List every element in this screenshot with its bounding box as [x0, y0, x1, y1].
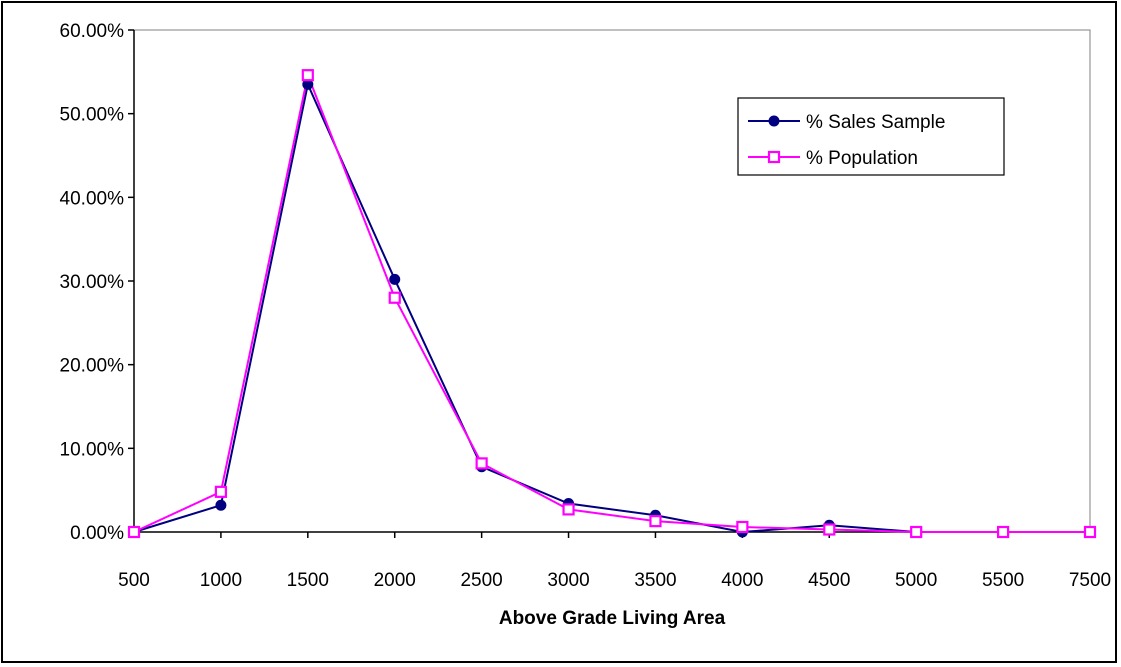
legend: % Sales Sample % Population — [737, 97, 1005, 176]
data-point-population — [910, 525, 923, 539]
x-tick-label: 3000 — [547, 570, 589, 591]
x-tick-label: 7500 — [1069, 570, 1111, 591]
x-tick-label: 5500 — [982, 570, 1024, 591]
legend-marker-population — [767, 150, 781, 164]
x-tick-label: 3500 — [634, 570, 676, 591]
x-tick-label: 500 — [118, 570, 150, 591]
x-tick-label: 1000 — [200, 570, 242, 591]
legend-box — [737, 97, 1005, 176]
data-point-population — [649, 515, 662, 528]
data-point-population — [562, 503, 575, 516]
y-tick-label: 40.00% — [60, 188, 125, 209]
y-tick-label: 10.00% — [60, 439, 125, 460]
legend-label-sales: % Sales Sample — [806, 112, 945, 133]
x-tick-label: 2500 — [460, 570, 502, 591]
data-point-sales-sample — [389, 273, 401, 285]
legend-marker-sales — [768, 115, 780, 127]
data-point-population — [1083, 525, 1097, 539]
x-tick-label: 4500 — [808, 570, 850, 591]
data-point-population — [301, 69, 314, 82]
data-point-population — [214, 485, 228, 498]
y-tick-label: 0.00% — [70, 523, 124, 544]
data-point-population — [736, 520, 749, 534]
data-point-population — [823, 523, 836, 536]
y-tick-label: 20.00% — [60, 356, 125, 377]
y-tick-label: 60.00% — [60, 21, 125, 42]
x-tick-label: 5000 — [895, 570, 937, 591]
y-tick-label: 30.00% — [60, 272, 125, 293]
data-point-population — [127, 525, 141, 539]
x-tick-label: 1500 — [287, 570, 329, 591]
data-point-sales-sample — [215, 499, 227, 511]
data-point-population — [388, 291, 401, 304]
series-line-1 — [133, 71, 1090, 533]
legend-label-population: % Population — [806, 148, 918, 169]
x-tick-label: 2000 — [374, 570, 416, 591]
data-point-population — [475, 457, 488, 470]
y-tick-label: 50.00% — [60, 105, 125, 126]
data-point-sales-sample — [302, 78, 314, 90]
data-point-population — [996, 525, 1010, 539]
x-tick-label: 4000 — [721, 570, 763, 591]
x-axis-title: Above Grade Living Area — [499, 608, 726, 629]
